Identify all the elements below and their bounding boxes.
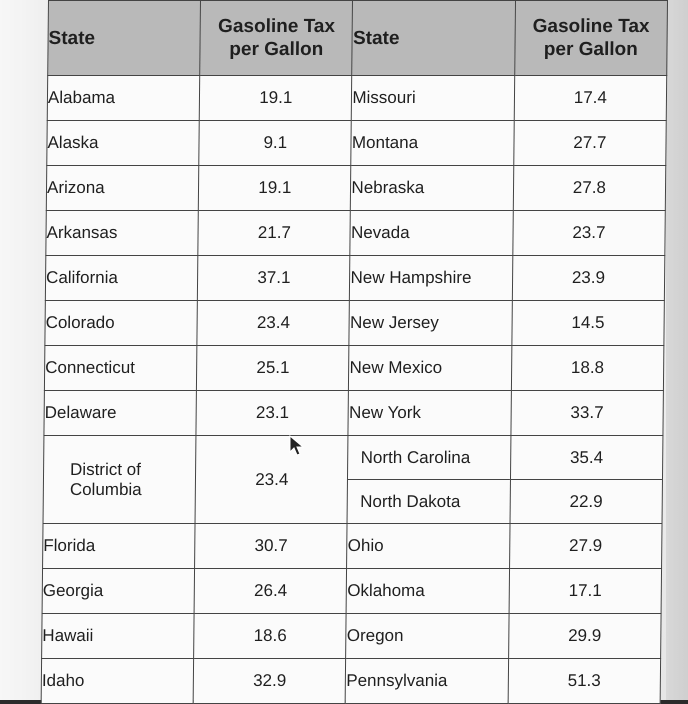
table-row: Arkansas 21.7 Nevada 23.7: [45, 210, 666, 256]
state-cell: Delaware: [43, 390, 197, 436]
state-cell: District of Columbia: [43, 435, 197, 524]
table-row: District of Columbia 23.4 North Carolina…: [43, 435, 663, 524]
split-tax-cell: 35.4 22.9: [509, 435, 663, 524]
page-margin-left: [0, 0, 48, 700]
table-row: Arizona 19.1 Nebraska 27.8: [46, 165, 666, 211]
state-cell: Colorado: [44, 300, 198, 346]
table-row: Delaware 23.1 New York 33.7: [43, 390, 664, 436]
header-tax-2: Gasoline Tax per Gallon: [514, 0, 668, 76]
state-cell: Connecticut: [44, 345, 198, 391]
table-row: Colorado 23.4 New Jersey 14.5: [44, 300, 665, 346]
tax-cell: 30.7: [194, 523, 348, 569]
tax-cell: 9.1: [198, 120, 352, 166]
state-cell: New Mexico: [348, 345, 512, 391]
table-row: Alaska 9.1 Montana 27.7: [46, 120, 667, 166]
tax-cell: 35.4: [569, 448, 604, 467]
state-cell: Nevada: [350, 210, 514, 256]
table-row: Hawaii 18.6 Oregon 29.9: [41, 613, 662, 659]
state-cell: Alabama: [47, 75, 200, 121]
table-row: Idaho 32.9 Pennsylvania 51.3: [41, 658, 661, 704]
tax-cell: 27.9: [509, 523, 663, 569]
state-cell: Georgia: [42, 568, 195, 614]
tax-cell: 21.7: [198, 210, 351, 256]
table-row: Georgia 26.4 Oklahoma 17.1: [42, 568, 662, 614]
tax-cell: 26.4: [194, 568, 347, 614]
state-cell: Nebraska: [350, 165, 514, 211]
tax-cell: 17.4: [513, 75, 667, 121]
header-state-2: State: [352, 0, 516, 76]
tax-cell: 23.4: [197, 300, 350, 346]
tax-cell: 18.8: [511, 345, 664, 391]
tax-cell: 23.4: [195, 435, 349, 524]
state-cell: California: [45, 255, 199, 301]
state-cell: Pennsylvania: [345, 658, 509, 704]
state-cell: Arizona: [46, 165, 199, 211]
state-cell: Oklahoma: [346, 568, 510, 614]
state-cell: Missouri: [351, 75, 515, 121]
tax-cell: 37.1: [197, 255, 351, 301]
tax-cell: 22.9: [510, 479, 662, 523]
tax-cell: 17.1: [508, 568, 662, 614]
tax-cell: 14.5: [511, 300, 665, 346]
state-cell: Arkansas: [45, 210, 199, 256]
tax-cell: 23.9: [512, 255, 665, 301]
tax-cell: 23.1: [196, 390, 349, 436]
tax-cell: 27.7: [513, 120, 667, 166]
state-cell: North Dakota: [347, 479, 510, 523]
page-margin-right: [666, 0, 688, 700]
state-cell: North Carolina: [360, 448, 471, 467]
tax-cell: 23.7: [512, 210, 666, 256]
table-row: California 37.1 New Hampshire 23.9: [45, 255, 665, 301]
split-state-cell: North Carolina North Dakota: [347, 435, 511, 524]
table-row: Alabama 19.1 Missouri 17.4: [47, 75, 667, 121]
state-cell: Ohio: [346, 523, 510, 569]
tax-cell: 19.1: [198, 165, 352, 211]
state-cell: Oregon: [346, 613, 509, 659]
tax-cell: 27.8: [513, 165, 666, 211]
header-state-1: State: [47, 0, 201, 76]
gasoline-tax-table: State Gasoline Tax per Gallon State Gaso…: [41, 0, 668, 704]
header-tax-1: Gasoline Tax per Gallon: [199, 0, 353, 76]
state-cell: New Hampshire: [349, 255, 513, 301]
tax-cell: 18.6: [193, 613, 347, 659]
tax-cell: 51.3: [507, 658, 661, 704]
tax-cell: 33.7: [510, 390, 664, 436]
state-cell: Florida: [42, 523, 196, 569]
table-row: Connecticut 25.1 New Mexico 18.8: [44, 345, 664, 391]
state-cell: Alaska: [46, 120, 200, 166]
tax-cell: 29.9: [508, 613, 662, 659]
tax-cell: 25.1: [196, 345, 350, 391]
table-row: Florida 30.7 Ohio 27.9: [42, 523, 663, 569]
state-cell: Idaho: [41, 658, 194, 704]
state-cell: New Jersey: [349, 300, 513, 346]
tax-cell: 32.9: [193, 658, 347, 704]
state-cell: Montana: [351, 120, 514, 166]
tax-cell: 19.1: [199, 75, 353, 121]
state-cell: Hawaii: [41, 613, 195, 659]
header-row: State Gasoline Tax per Gallon State Gaso…: [47, 0, 668, 76]
state-cell: New York: [348, 390, 512, 436]
mouse-pointer-icon: [289, 435, 305, 456]
